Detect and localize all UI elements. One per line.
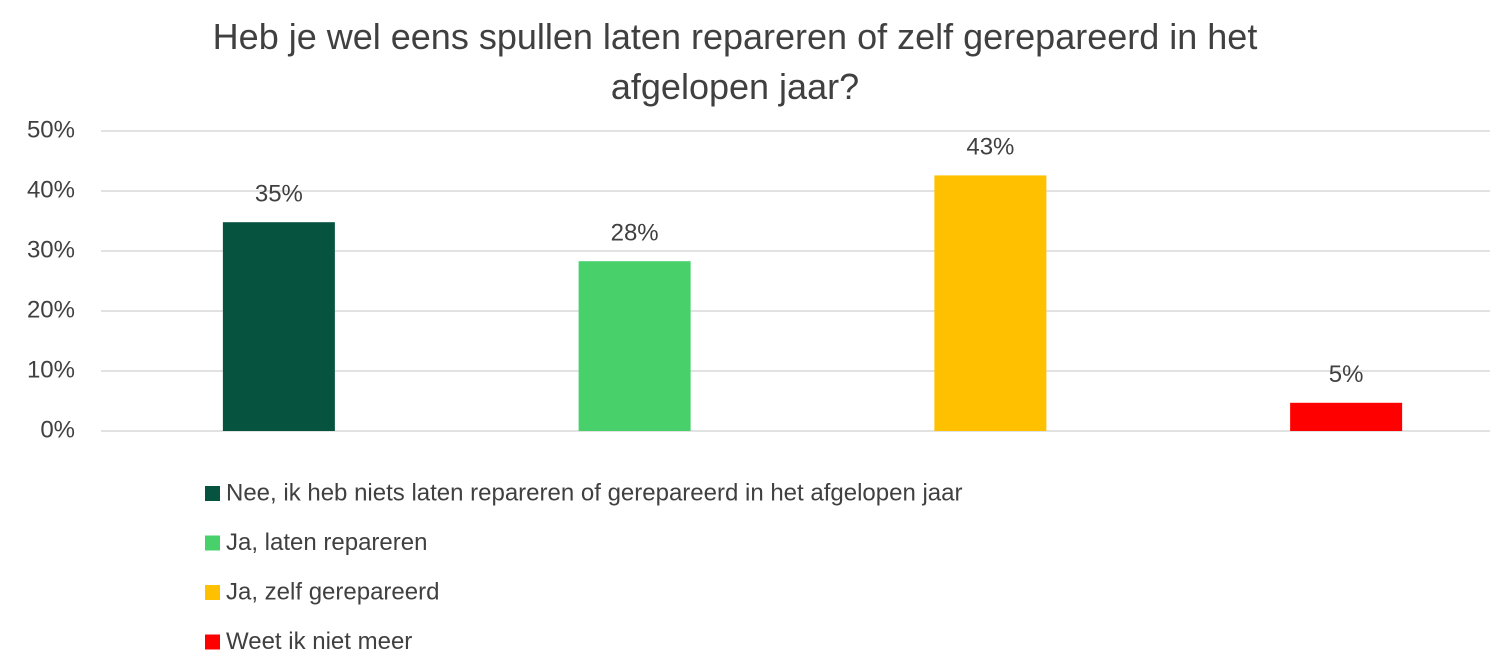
data-label: 5% bbox=[1329, 361, 1364, 388]
bar bbox=[578, 261, 691, 431]
legend-swatch bbox=[205, 486, 220, 501]
legend-swatch bbox=[205, 535, 220, 551]
y-tick-label: 50% bbox=[27, 116, 75, 143]
chart-title: Heb je wel eens spullen laten repareren … bbox=[212, 16, 1258, 107]
data-label: 35% bbox=[255, 181, 303, 208]
legend-label: Ja, zelf gerepareerd bbox=[226, 578, 439, 605]
bar bbox=[934, 175, 1047, 431]
y-tick-label: 40% bbox=[27, 176, 75, 203]
bar bbox=[1290, 402, 1403, 431]
legend-label: Nee, ik heb niets laten repareren of ger… bbox=[226, 479, 963, 506]
bar bbox=[222, 222, 335, 431]
data-label: 43% bbox=[966, 134, 1014, 161]
y-tick-label: 0% bbox=[40, 416, 75, 443]
y-tick-label: 10% bbox=[27, 356, 75, 383]
y-tick-label: 30% bbox=[27, 236, 75, 263]
legend-swatch bbox=[205, 585, 220, 600]
y-tick-label: 20% bbox=[27, 296, 75, 323]
legend-swatch bbox=[205, 634, 220, 650]
data-label: 28% bbox=[611, 220, 659, 247]
legend-label: Weet ik niet meer bbox=[226, 628, 412, 655]
legend-label: Ja, laten repareren bbox=[226, 529, 427, 556]
